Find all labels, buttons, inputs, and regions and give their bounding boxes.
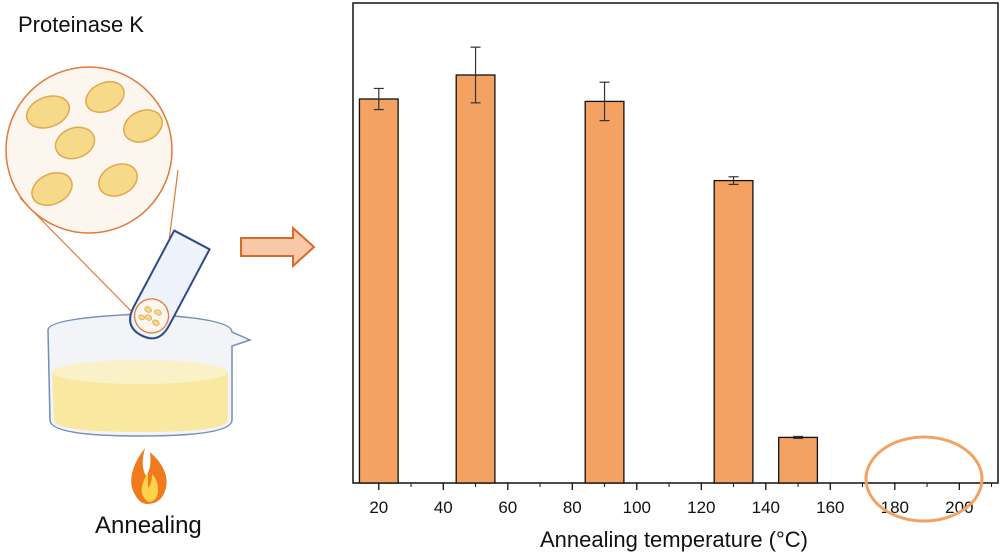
bar-130 — [713, 179, 754, 484]
highlight-circle — [864, 435, 984, 523]
x-tick-label-40: 40 — [434, 498, 453, 517]
bar-20 — [358, 98, 399, 484]
x-tick-label-20: 20 — [369, 498, 388, 517]
error-bar-20 — [373, 87, 384, 111]
x-tick-label-200: 200 — [945, 498, 973, 517]
flame-icon — [131, 448, 167, 504]
error-bar-150 — [793, 435, 804, 439]
enzyme-label: Proteinase K — [18, 12, 144, 37]
test-tube-icon — [129, 229, 211, 340]
x-tick-label-160: 160 — [816, 498, 844, 517]
x-tick-label-140: 140 — [752, 498, 780, 517]
x-tick-label-120: 120 — [687, 498, 715, 517]
error-bar-90 — [599, 81, 610, 122]
bars-group — [358, 46, 819, 484]
chart: 20 40 60 80 100 120 140 160 180 200 — [352, 2, 999, 523]
error-bar-50 — [470, 46, 481, 104]
bar-50 — [455, 74, 496, 484]
arrow-right-icon — [240, 225, 316, 269]
plot-frame — [352, 2, 999, 484]
bar-150 — [778, 436, 819, 484]
zoom-line-left — [19, 197, 133, 313]
process-label: Annealing — [95, 512, 202, 539]
x-tick-label-80: 80 — [563, 498, 582, 517]
x-axis-label: Annealing temperature (°C) — [539, 527, 809, 552]
bar-90 — [584, 100, 625, 484]
enzyme-particles — [25, 81, 163, 206]
x-axis: 20 40 60 80 100 120 140 160 180 200 — [369, 483, 993, 517]
x-tick-label-100: 100 — [623, 498, 651, 517]
error-bar-130 — [728, 176, 739, 186]
x-tick-label-60: 60 — [498, 498, 517, 517]
beaker-icon — [47, 313, 253, 437]
illustration — [5, 66, 316, 504]
